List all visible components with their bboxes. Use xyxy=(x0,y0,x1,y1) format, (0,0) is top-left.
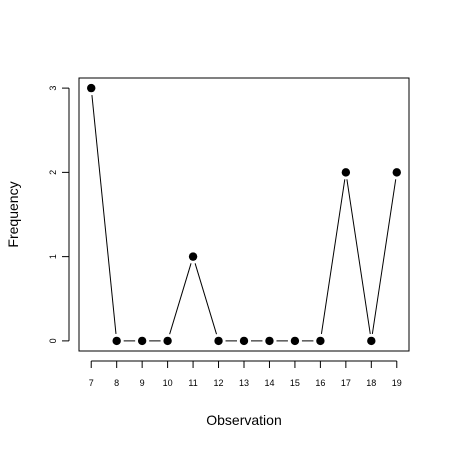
data-point xyxy=(239,336,249,346)
data-point xyxy=(341,168,351,177)
data-point xyxy=(392,168,401,177)
series-line-segment xyxy=(194,263,217,335)
y-tick-label: 0 xyxy=(48,338,58,343)
y-tick-label: 1 xyxy=(48,254,58,259)
data-point xyxy=(137,336,147,346)
series-line-segment xyxy=(91,95,117,334)
data-point xyxy=(265,336,274,346)
x-tick-label: 18 xyxy=(366,378,376,388)
y-tick-label: 2 xyxy=(48,170,58,175)
data-point xyxy=(163,336,172,346)
data-point xyxy=(188,252,198,261)
plot-frame xyxy=(78,77,410,352)
x-tick-label: 17 xyxy=(341,378,351,388)
y-axis: 0 1 2 3 xyxy=(48,86,70,343)
data-point xyxy=(316,336,325,346)
x-tick-label: 12 xyxy=(214,378,224,388)
series-line-segment xyxy=(169,263,192,335)
x-tick-label: 8 xyxy=(114,378,119,388)
data-point xyxy=(112,336,121,346)
series-line-segment xyxy=(346,179,371,335)
x-tick-label: 14 xyxy=(264,378,274,388)
y-tick-label: 3 xyxy=(48,86,58,91)
series-line-segment xyxy=(371,179,397,335)
x-tick-label: 19 xyxy=(392,378,402,388)
x-tick-label: 10 xyxy=(163,378,173,388)
data-point xyxy=(290,336,300,346)
x-tick-label: 16 xyxy=(315,378,325,388)
x-axis: 7 8 9 10 11 12 13 14 15 16 17 18 19 xyxy=(89,360,402,388)
series-points xyxy=(87,83,401,346)
data-point xyxy=(214,336,223,346)
x-tick-label: 15 xyxy=(290,378,300,388)
x-tick-label: 11 xyxy=(188,378,197,388)
series-line-segment xyxy=(320,179,346,335)
x-tick-label: 13 xyxy=(239,378,249,388)
y-axis-label: Frequency xyxy=(5,181,21,247)
x-axis-label: Observation xyxy=(206,412,281,428)
data-point xyxy=(367,336,376,346)
series-lines xyxy=(91,95,397,342)
x-tick-label: 9 xyxy=(140,378,145,388)
data-point xyxy=(87,83,96,93)
x-tick-label: 7 xyxy=(89,378,94,388)
